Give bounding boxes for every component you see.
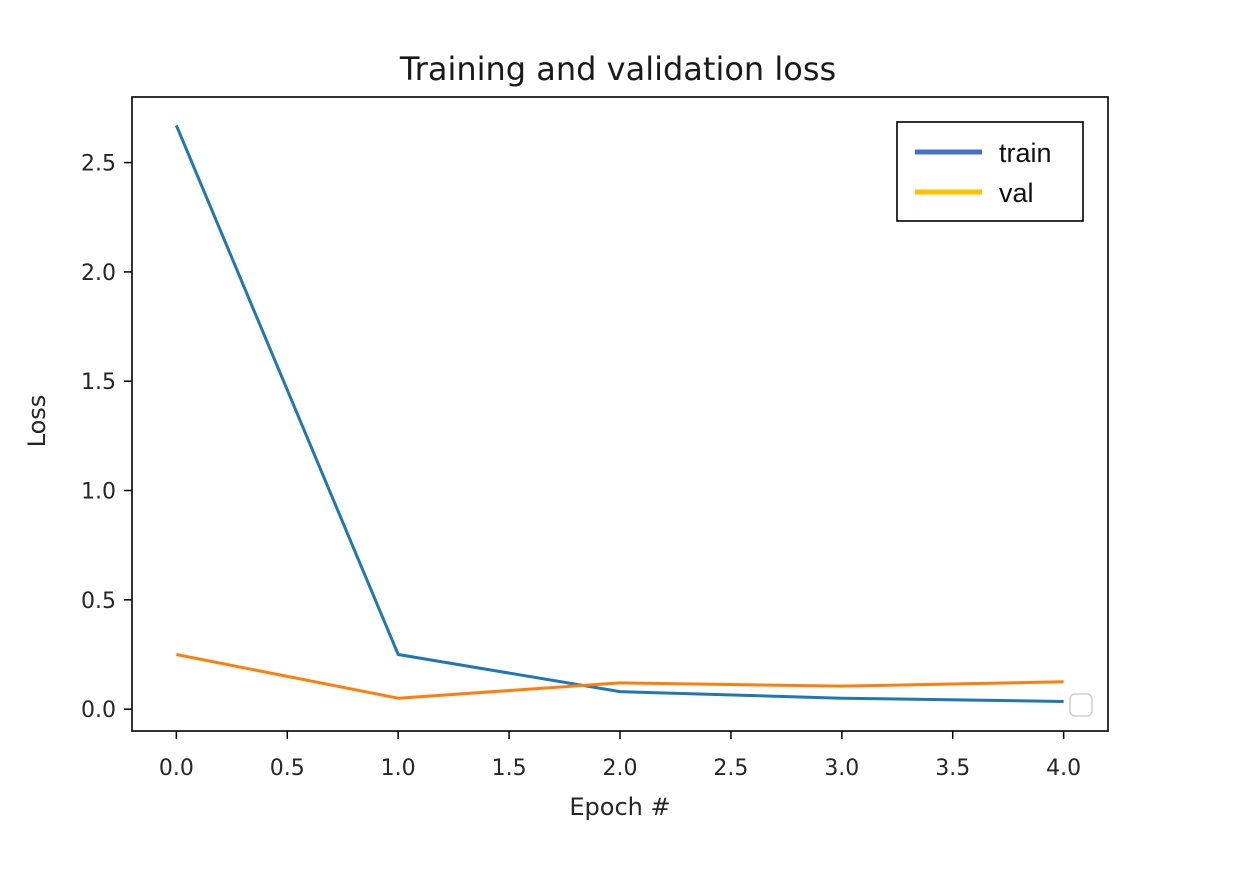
x-tick-label: 2.5 [713, 756, 748, 781]
y-tick-label: 1.5 [81, 370, 116, 395]
legend-label-train: train [999, 138, 1052, 168]
y-tick-label: 0.5 [81, 589, 116, 614]
x-tick-label: 2.0 [603, 756, 638, 781]
y-tick-label: 0.0 [81, 698, 116, 723]
x-tick-label: 0.0 [159, 756, 194, 781]
chart-title: Training and validation loss [399, 50, 836, 88]
legend-label-val: val [999, 178, 1034, 208]
y-axis-ticks: 0.0 0.5 1.0 1.5 2.0 2.5 [81, 152, 132, 723]
legend: train val [896, 121, 1084, 222]
y-tick-label: 1.0 [81, 480, 116, 505]
x-axis-ticks: 0.0 0.5 1.0 1.5 2.0 2.5 3.0 3.5 4.0 [159, 731, 1081, 781]
x-tick-label: 0.5 [270, 756, 305, 781]
series-lines [174, 124, 1064, 703]
x-tick-label: 3.5 [935, 756, 970, 781]
empty-legend-handle [1069, 693, 1093, 717]
x-tick-label: 3.0 [824, 756, 859, 781]
y-axis-label: Loss [23, 395, 51, 448]
x-tick-label: 4.0 [1046, 756, 1081, 781]
series-line-train [174, 124, 1064, 703]
x-tick-label: 1.0 [381, 756, 416, 781]
series-line-val [176, 653, 1064, 700]
x-tick-label: 1.5 [492, 756, 527, 781]
x-axis-label: Epoch # [569, 793, 670, 821]
legend-box [896, 121, 1084, 222]
y-tick-label: 2.0 [81, 261, 116, 286]
y-tick-label: 2.5 [81, 152, 116, 177]
